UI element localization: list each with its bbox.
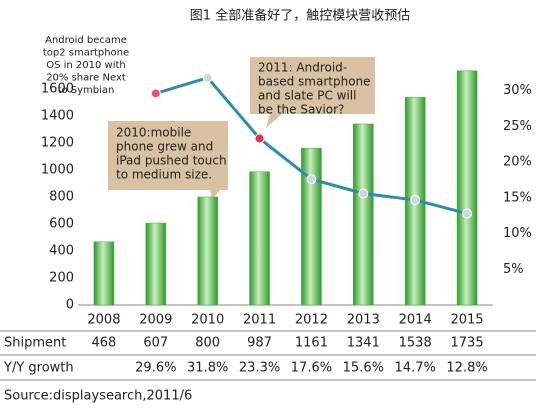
annotation: to medium size. xyxy=(116,168,212,182)
bar xyxy=(456,70,478,306)
y-tick-label: 0 xyxy=(66,298,74,313)
callout-box xyxy=(250,57,375,128)
y-tick-label: 200 xyxy=(49,271,74,286)
table-cell: 23.3% xyxy=(239,361,280,376)
growth-point xyxy=(358,188,369,199)
growth-point xyxy=(254,133,265,144)
x-tick-label: 2013 xyxy=(347,313,380,328)
annotation: be the Savior? xyxy=(258,103,344,117)
table-cell: 12.8% xyxy=(446,361,487,376)
growth-point xyxy=(410,194,421,205)
table-cell: 31.8% xyxy=(187,361,228,376)
annotation: top2 smartphone xyxy=(43,48,129,59)
annotation: and slate PC will xyxy=(258,89,356,103)
bar xyxy=(353,123,374,306)
x-tick-label: 2009 xyxy=(139,313,172,328)
annotation: to Symbian xyxy=(58,85,115,96)
table-cell: 1735 xyxy=(451,336,484,351)
table-cell: 987 xyxy=(247,336,272,351)
table-cell: 29.6% xyxy=(135,361,176,376)
x-tick-label: 2011 xyxy=(243,313,276,328)
source: Source:displaysearch,2011/6 xyxy=(4,389,192,404)
bar xyxy=(301,148,322,306)
bar xyxy=(93,241,115,306)
x-tick-label: 2014 xyxy=(399,313,432,328)
annotation: 2011: Android- xyxy=(258,61,347,75)
y2-tick-label: 25% xyxy=(503,119,532,134)
y-tick-label: 800 xyxy=(49,190,74,205)
growth-point xyxy=(202,72,213,83)
table-cell: 14.7% xyxy=(395,361,436,376)
y-tick-label: 1200 xyxy=(41,136,74,151)
y2-tick-label: 5% xyxy=(503,262,524,277)
bar xyxy=(197,196,218,306)
row-label: Y/Y growth xyxy=(3,361,74,376)
chart-title: 图1 全部准备好了，触控模块营收预估 xyxy=(190,8,410,24)
annotation: 20% share Next xyxy=(46,73,126,84)
y2-tick-label: 10% xyxy=(503,226,532,241)
y-tick-label: 1600 xyxy=(41,82,74,97)
y-tick-label: 400 xyxy=(49,244,74,259)
x-tick-label: 2015 xyxy=(451,313,484,328)
growth-point xyxy=(462,208,473,219)
growth-point xyxy=(306,174,317,185)
y2-tick-label: 15% xyxy=(503,190,532,205)
table-cell: 15.6% xyxy=(343,361,384,376)
x-tick-label: 2008 xyxy=(87,313,120,328)
annotation: Android became xyxy=(45,35,127,46)
annotation: iPad pushed touch xyxy=(116,154,227,168)
x-tick-label: 2012 xyxy=(295,313,328,328)
table-cell: 800 xyxy=(195,336,220,351)
bar xyxy=(145,222,167,306)
table-cell: 1341 xyxy=(347,336,380,351)
x-tick-label: 2010 xyxy=(191,313,224,328)
callout-box xyxy=(108,121,228,200)
table-cell: 17.6% xyxy=(291,361,332,376)
annotation: 2010:mobile xyxy=(116,126,191,140)
annotation: phone grew and xyxy=(116,140,213,154)
y2-tick-label: 30% xyxy=(503,83,532,98)
y-tick-label: 1000 xyxy=(41,163,74,178)
table-cell: 468 xyxy=(92,336,117,351)
annotation: based smartphone xyxy=(258,75,371,89)
y-tick-label: 600 xyxy=(49,217,74,232)
row-label: Shipment xyxy=(4,336,66,351)
annotation: OS in 2010 with xyxy=(46,60,126,71)
y2-tick-label: 20% xyxy=(503,155,532,170)
bar xyxy=(249,171,270,306)
table-cell: 1538 xyxy=(399,336,432,351)
table-cell: 607 xyxy=(143,336,168,351)
table-cell: 1161 xyxy=(295,336,328,351)
y-tick-label: 1400 xyxy=(41,109,74,124)
growth-point xyxy=(150,88,161,99)
